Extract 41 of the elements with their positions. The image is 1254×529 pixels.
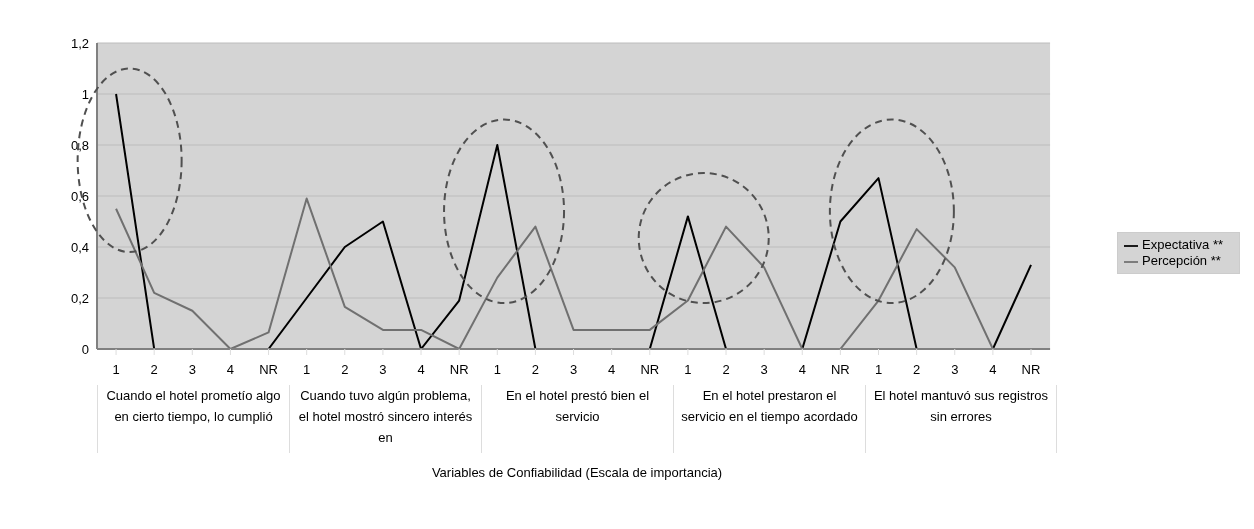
x-tick-label: 2 <box>150 362 158 378</box>
x-tick-label: 1 <box>684 362 692 378</box>
legend-label: Percepción ** <box>1142 253 1221 268</box>
y-tick-label: 0,2 <box>70 290 89 306</box>
x-tick-label: 2 <box>722 362 730 378</box>
legend-label: Expectativa ** <box>1142 237 1223 253</box>
x-tick-label: 4 <box>798 362 806 378</box>
y-tick-label: 0,8 <box>70 137 89 153</box>
x-tick-label: NR <box>1021 362 1041 378</box>
text: En el hotel prestó bien el servicio <box>481 385 673 453</box>
x-tick-label: 4 <box>417 362 425 378</box>
x-tick-label: 2 <box>531 362 540 378</box>
x-tick-label: 2 <box>341 362 349 378</box>
text: En el hotel prestaron el servicio en el tiempo acordado <box>673 385 865 453</box>
x-tick-label: NR <box>449 362 469 378</box>
text: Cuando tuvo algún problema, el hotel mostró sincero interés en <box>289 385 481 453</box>
x-tick-label: 3 <box>379 362 387 378</box>
x-tick-label: NR <box>831 362 850 378</box>
x-tick-label: 1 <box>303 362 311 378</box>
x-tick-label: 3 <box>951 362 959 378</box>
x-tick-label: 4 <box>226 362 235 378</box>
y-tick-label: 1,2 <box>70 35 89 51</box>
x-tick-label: 1 <box>874 362 883 378</box>
x-tick-label: 3 <box>188 362 196 378</box>
text: Cuando el hotel prometío algo en cierto tiempo, lo cumplió <box>97 385 289 453</box>
text: Variables de Confiabilidad (Escala de importancia) <box>430 465 724 480</box>
x-tick-label: 2 <box>913 362 921 378</box>
y-tick-label: 0,4 <box>70 239 89 255</box>
y-tick-label: 1 <box>81 86 89 102</box>
text: El hotel mantuvó sus registros sin errores <box>865 385 1057 453</box>
x-tick-label: 4 <box>608 362 616 378</box>
x-tick-label: NR <box>640 362 660 378</box>
x-tick-label: 3 <box>760 362 768 378</box>
x-tick-label: 4 <box>989 362 997 378</box>
x-tick-label: NR <box>259 362 278 378</box>
x-tick-label: 3 <box>569 362 578 378</box>
y-tick-label: 0 <box>81 341 89 357</box>
x-tick-label: 1 <box>493 362 501 378</box>
x-tick-label: 1 <box>112 362 120 378</box>
y-tick-label: 0,6 <box>70 188 89 204</box>
line-series <box>115 197 994 349</box>
